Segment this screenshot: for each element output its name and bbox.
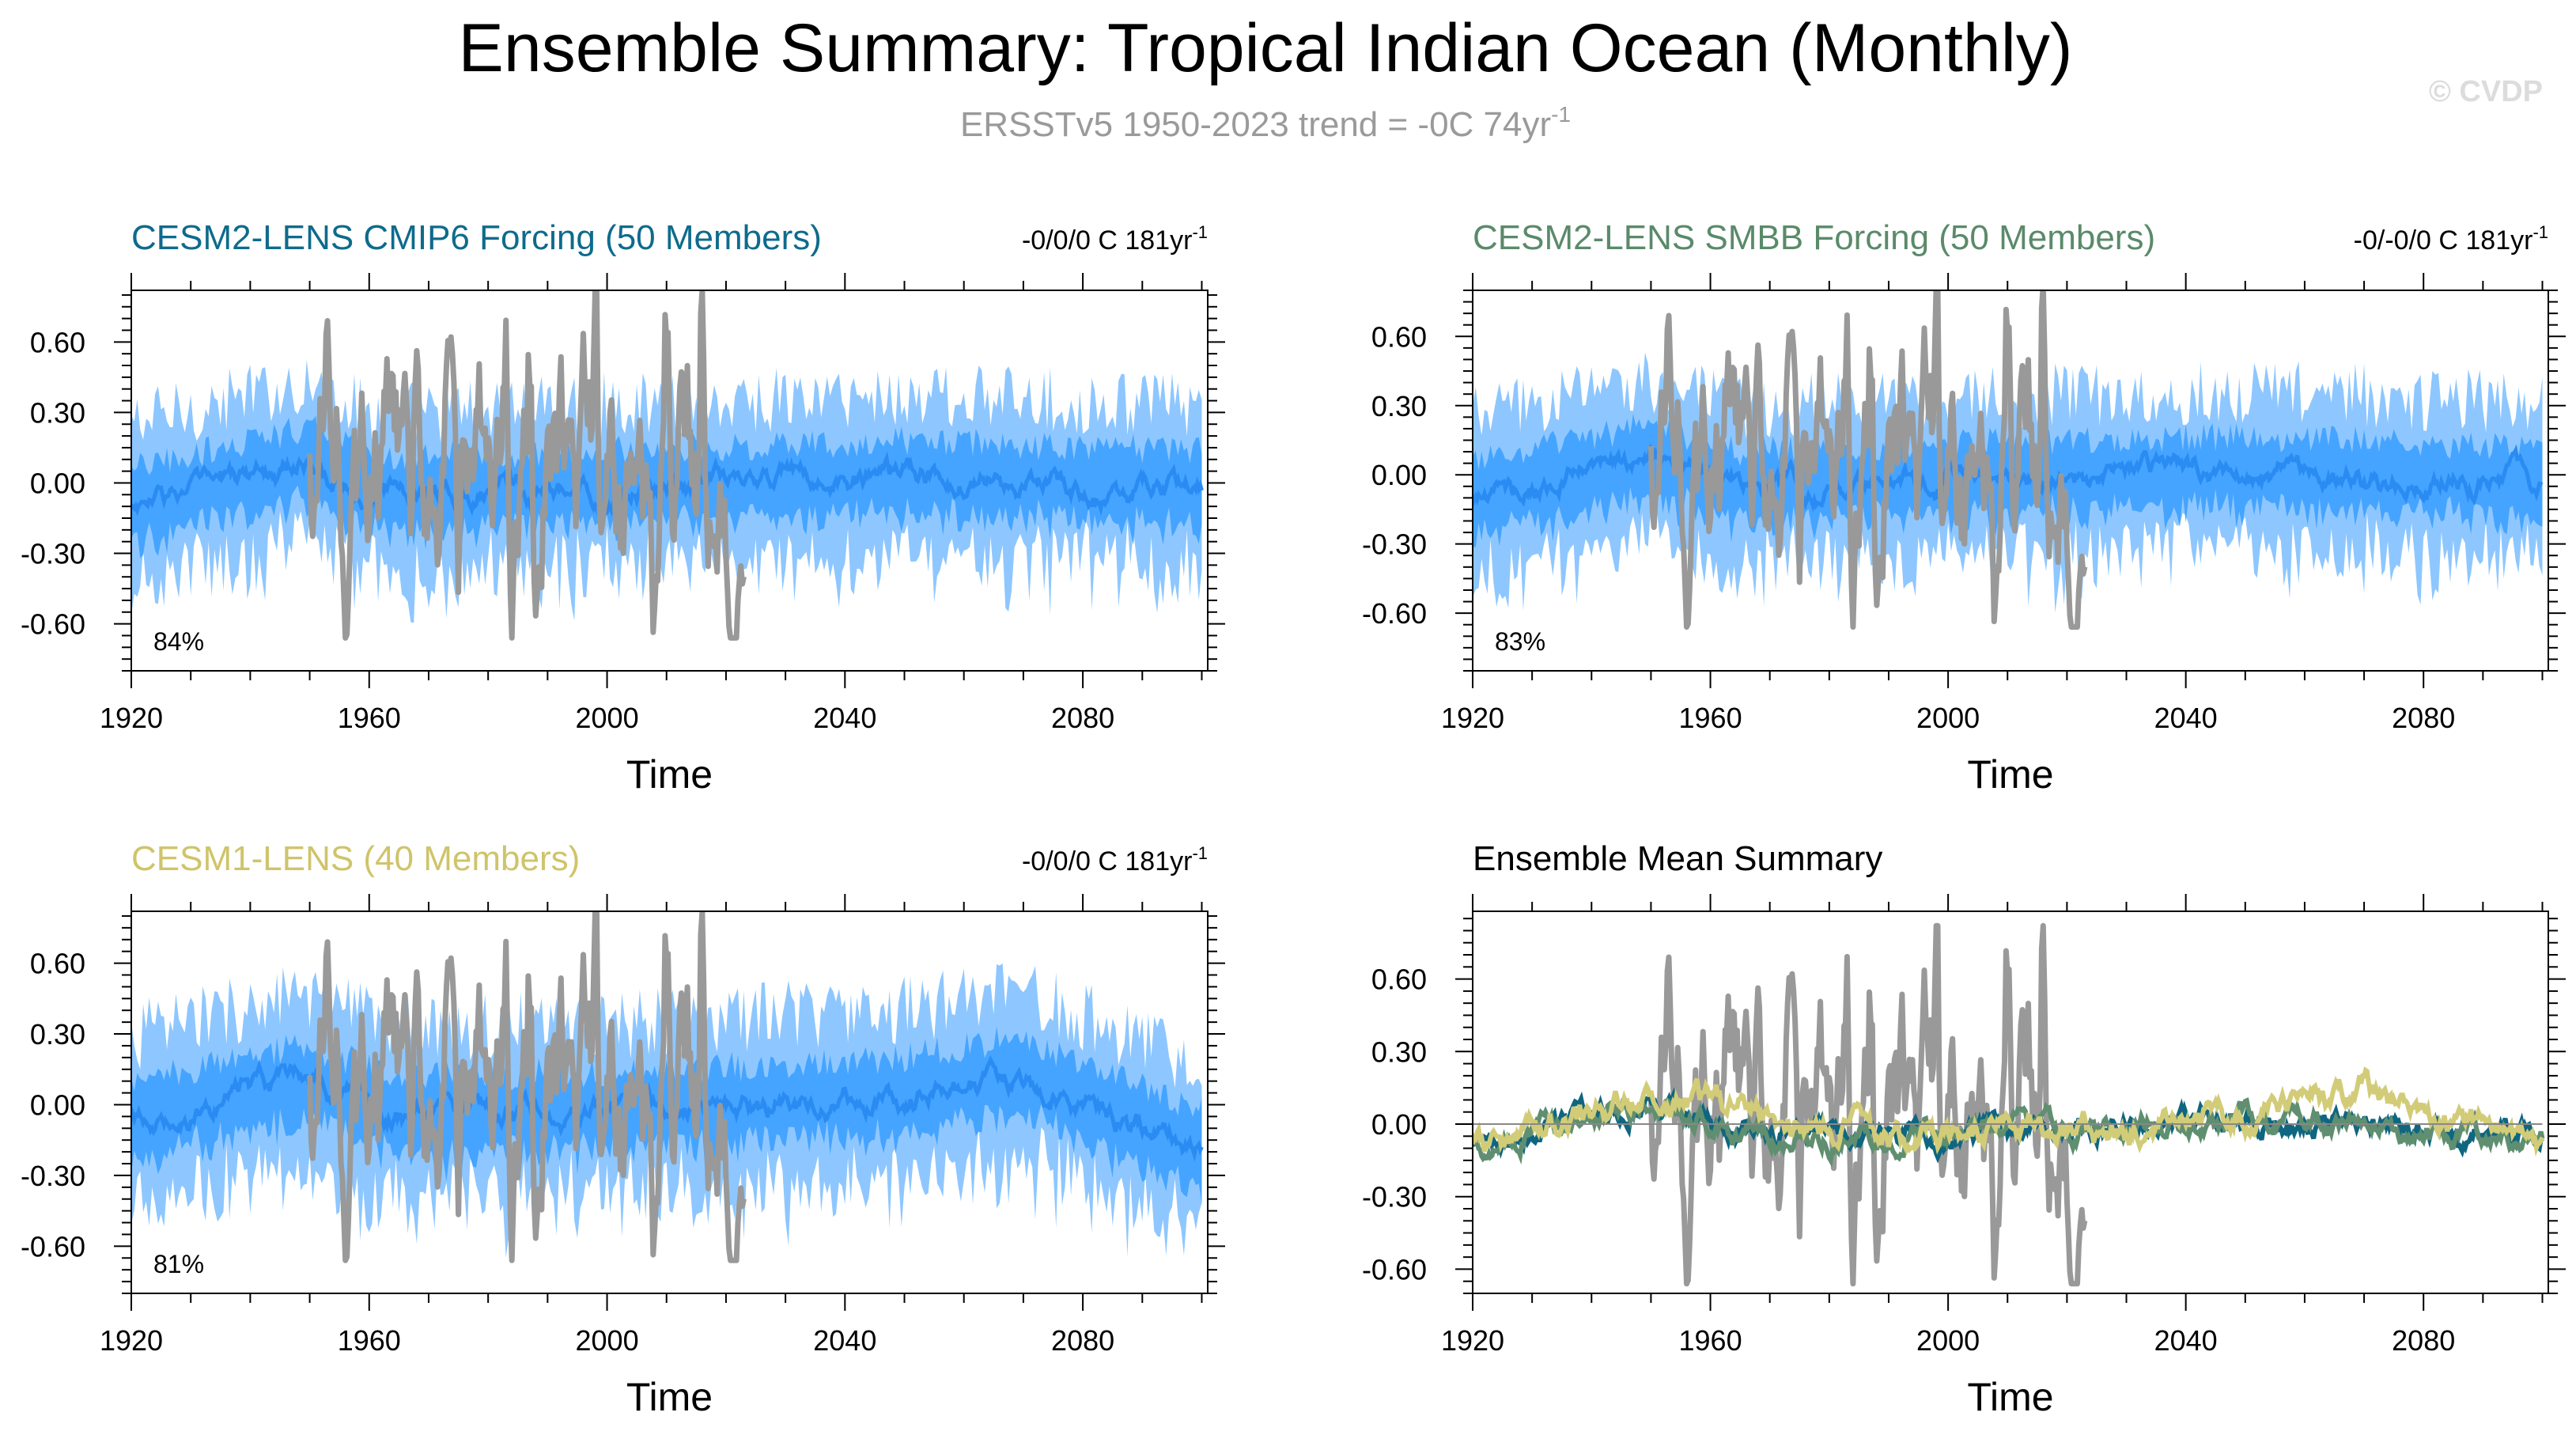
x-tick-label: 2000 [1916,1324,1980,1357]
x-tick-label: 1920 [100,702,163,734]
x-tick-label: 2000 [1916,702,1980,734]
plot-area [1473,290,2544,630]
x-tick-label: 2000 [576,702,639,734]
x-axis-label: Time [1967,752,2053,797]
series-obs-ersstv5 [307,290,747,641]
series-obs-ersstv5 [1647,290,2088,630]
y-tick-label: 0.60 [30,948,85,980]
watermark: © CVDP [2429,75,2543,108]
chart-panel-cmip6: 1920 1960 2000 2040 2080 0.60 0.30 0.00 -0.30 -0.… [21,218,1225,797]
plot-frame [131,911,1209,1294]
x-tick-label: 2040 [2154,1324,2218,1357]
x-tick-label: 2080 [2392,702,2455,734]
panel-title: Ensemble Mean Summary [1473,839,1882,878]
y-tick-label: 0.30 [1371,1035,1427,1068]
y-tick-label: 0.60 [30,326,85,358]
figure-subtitle: ERSSTv5 1950-2023 trend = -0C 74yr-1 [960,102,1571,144]
plot-frame [131,290,1209,672]
x-tick-label: 1960 [338,1324,401,1357]
panel-title: CESM1-LENS (40 Members) [131,839,580,878]
x-tick-label: 2040 [813,1324,876,1357]
x-axis-label: Time [626,752,713,797]
y-tick-label: 0.60 [1371,320,1427,353]
figure-title: Ensemble Summary: Tropical Indian Ocean … [459,10,2073,86]
percent-annotation: 84% [153,627,204,656]
plot-area [131,911,1204,1263]
chart-panel-lens1: 1920 1960 2000 2040 2080 0.60 0.30 0.00 -0.30 -0.… [21,839,1225,1419]
y-tick-label: -0.60 [21,1230,85,1263]
y-tick-label: -0.60 [1362,1253,1427,1285]
y-tick-label: 0.60 [1371,964,1427,996]
y-tick-label: 0.30 [30,1018,85,1051]
x-tick-label: 2080 [2392,1324,2455,1357]
plot-area [131,290,1204,641]
y-tick-label: 0.00 [30,1088,85,1121]
x-tick-label: 2080 [1051,702,1114,734]
trend-annotation: -0/0/0 C 181yr-1 [1022,222,1208,256]
x-tick-label: 1960 [1679,702,1742,734]
x-tick-label: 1960 [1679,1324,1742,1357]
x-axis-label: Time [626,1375,713,1419]
panel-title: CESM2-LENS SMBB Forcing (50 Members) [1473,218,2155,257]
y-tick-label: 0.00 [30,467,85,499]
series-obs-ersstv5 [1647,922,2088,1287]
plot-frame [1472,290,2549,672]
x-tick-label: 2080 [1051,1324,1114,1357]
panel-title: CESM2-LENS CMIP6 Forcing (50 Members) [131,218,822,257]
x-tick-label: 1920 [1441,702,1504,734]
plot-frame [1472,911,2549,1294]
x-tick-label: 2040 [813,702,876,734]
y-tick-label: 0.30 [30,396,85,429]
chart-panel-smbb: 1920 1960 2000 2040 2080 0.60 0.30 0.00 -0.30 -0.… [1362,218,2566,797]
x-tick-label: 1920 [100,1324,163,1357]
plot-area [1473,922,2545,1287]
y-tick-label: -0.30 [21,538,85,570]
y-tick-label: 0.30 [1371,390,1427,422]
trend-annotation: -0/0/0 C 181yr-1 [1022,843,1208,876]
x-tick-label: 2040 [2154,702,2218,734]
percent-annotation: 83% [1495,627,1545,656]
trend-annotation: -0/-0/0 C 181yr-1 [2354,222,2548,256]
x-axis-label: Time [1967,1375,2053,1419]
y-tick-label: 0.00 [1371,1108,1427,1141]
x-tick-label: 1920 [1441,1324,1504,1357]
x-tick-label: 2000 [576,1324,639,1357]
series-ens-lens1 [1473,1066,2545,1157]
chart-panel-ensmean: 1920 1960 2000 2040 2080 0.60 0.30 0.00 -0.30 -0.… [1362,839,2566,1419]
series-obs-ersstv5 [307,911,747,1263]
y-tick-label: -0.30 [1362,528,1427,561]
y-tick-label: -0.60 [21,608,85,641]
y-tick-label: -0.30 [1362,1181,1427,1213]
percent-annotation: 81% [153,1250,204,1278]
y-tick-label: 0.00 [1371,459,1427,491]
y-tick-label: -0.30 [21,1160,85,1192]
y-tick-label: -0.60 [1362,597,1427,630]
x-tick-label: 1960 [338,702,401,734]
